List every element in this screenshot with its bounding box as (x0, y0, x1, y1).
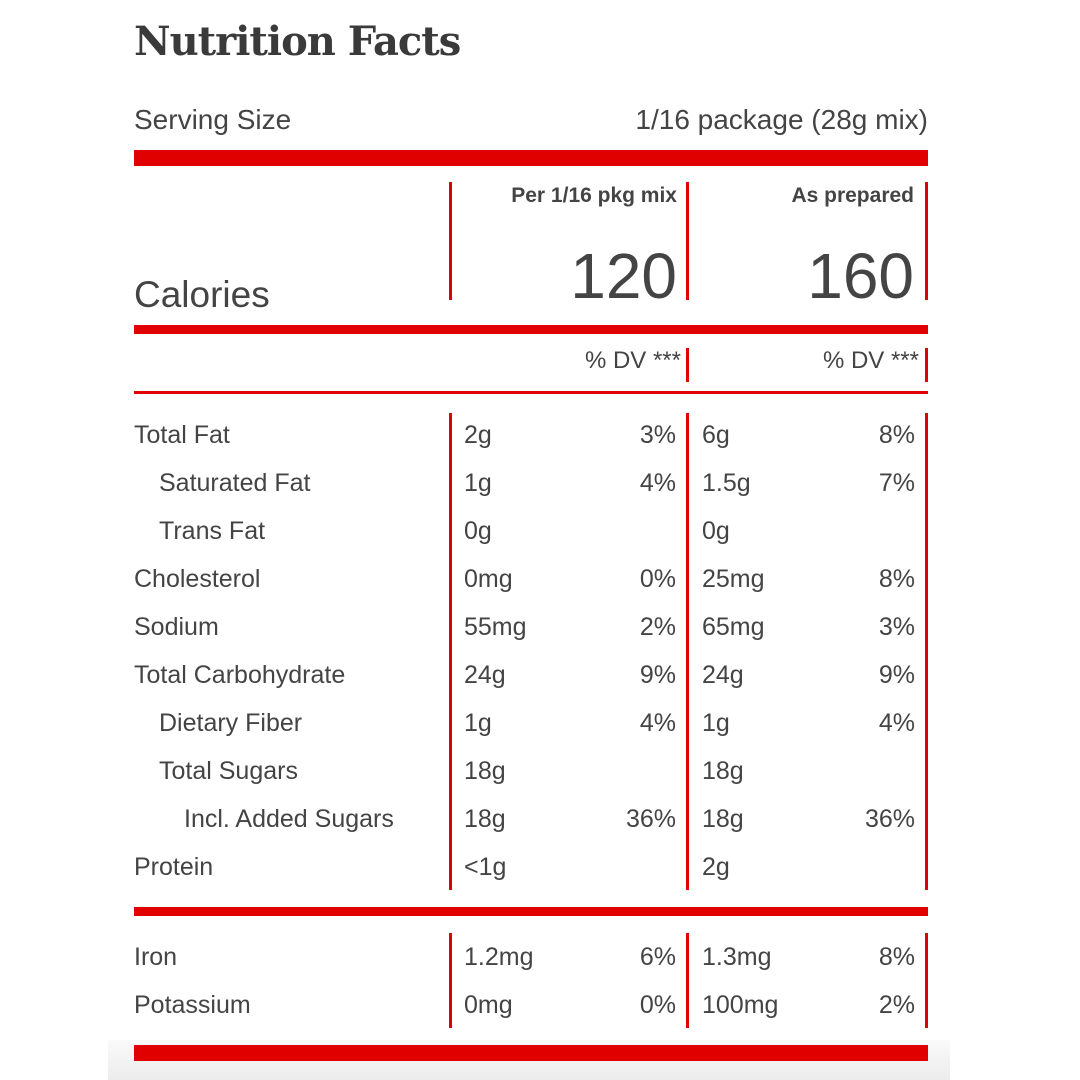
amount-prepared: 24g (702, 661, 744, 689)
amount-prepared: 0g (702, 517, 730, 545)
nutrient-name: Cholesterol (134, 565, 261, 593)
nutrient-row: Protein <1g 2g (134, 843, 928, 891)
dv-mix: 4% (639, 709, 676, 737)
calories-mix: 120 (570, 240, 677, 312)
column-divider (449, 413, 452, 890)
divider-medium (134, 907, 928, 916)
dv-prepared: 36% (864, 805, 915, 833)
column-header-prepared: As prepared (791, 184, 914, 207)
column-divider (925, 348, 928, 382)
amount-prepared: 6g (702, 421, 730, 449)
column-divider (925, 933, 928, 1028)
amount-prepared: 100mg (702, 991, 779, 1019)
dv-mix: 6% (639, 943, 676, 971)
dv-mix: 4% (639, 469, 676, 497)
dv-prepared: 7% (878, 469, 915, 497)
column-divider (686, 413, 689, 890)
serving-size-value: 1/16 package (28g mix) (635, 104, 928, 135)
divider-thick (134, 150, 928, 166)
nutrient-row: Total Fat 2g 3% 6g 8% (134, 411, 928, 459)
nutrient-row: Cholesterol 0mg 0% 25mg 8% (134, 555, 928, 603)
dv-mix: 0% (639, 565, 676, 593)
dv-prepared: 4% (878, 709, 915, 737)
amount-mix: 0mg (464, 991, 513, 1019)
nutrient-row: Dietary Fiber 1g 4% 1g 4% (134, 699, 928, 747)
dv-header-prepared: % DV *** (822, 347, 919, 374)
dv-prepared: 9% (878, 661, 915, 689)
nutrient-row: Total Carbohydrate 24g 9% 24g 9% (134, 651, 928, 699)
amount-mix: 55mg (464, 613, 527, 641)
nutrient-row: Incl. Added Sugars 18g 36% 18g 36% (134, 795, 928, 843)
nutrient-row: Total Sugars 18g 18g (134, 747, 928, 795)
nutrient-name: Saturated Fat (159, 469, 311, 497)
amount-prepared: 18g (702, 805, 744, 833)
dv-header-mix: % DV *** (584, 347, 681, 374)
amount-mix: 24g (464, 661, 506, 689)
nutrient-name: Potassium (134, 991, 251, 1019)
amount-mix: 1.2mg (464, 943, 534, 971)
nutrient-row: Sodium 55mg 2% 65mg 3% (134, 603, 928, 651)
divider-thin (134, 391, 928, 394)
nutrient-name: Incl. Added Sugars (184, 805, 394, 833)
dv-mix: 0% (639, 991, 676, 1019)
calories-prepared: 160 (807, 240, 914, 312)
dv-prepared: 2% (878, 991, 915, 1019)
dv-prepared: 8% (878, 943, 915, 971)
column-divider (925, 182, 928, 300)
nutrient-name: Total Fat (134, 421, 230, 449)
amount-mix: 18g (464, 757, 506, 785)
amount-mix: 18g (464, 805, 506, 833)
column-divider (449, 182, 452, 300)
column-divider (925, 413, 928, 890)
serving-size-label: Serving Size (134, 104, 292, 135)
amount-mix: 0g (464, 517, 492, 545)
column-divider (686, 348, 689, 382)
nutrient-name: Total Sugars (159, 757, 298, 785)
amount-prepared: 1.3mg (702, 943, 772, 971)
nutrient-name: Total Carbohydrate (134, 661, 346, 689)
amount-prepared: 18g (702, 757, 744, 785)
amount-prepared: 65mg (702, 613, 765, 641)
amount-prepared: 1.5g (702, 469, 751, 497)
nutrient-row: Saturated Fat 1g 4% 1.5g 7% (134, 459, 928, 507)
nutrient-name: Dietary Fiber (159, 709, 303, 737)
divider-thick (134, 1045, 928, 1061)
dv-mix: 3% (639, 421, 676, 449)
column-divider (449, 933, 452, 1028)
dv-prepared: 8% (878, 565, 915, 593)
dv-mix: 2% (639, 613, 676, 641)
amount-prepared: 25mg (702, 565, 765, 593)
nutrient-name: Trans Fat (159, 517, 266, 545)
nutrient-row: Potassium 0mg 0% 100mg 2% (134, 981, 928, 1029)
amount-mix: 2g (464, 421, 492, 449)
amount-prepared: 2g (702, 853, 730, 881)
nutrient-row: Iron 1.2mg 6% 1.3mg 8% (134, 933, 928, 981)
dv-prepared: 8% (878, 421, 915, 449)
nutrient-name: Protein (134, 853, 214, 881)
amount-mix: 1g (464, 709, 492, 737)
amount-mix: 0mg (464, 565, 513, 593)
column-divider (686, 182, 689, 300)
column-header-mix: Per 1/16 pkg mix (511, 184, 677, 207)
divider-medium (134, 325, 928, 334)
amount-mix: <1g (464, 853, 507, 881)
column-divider (686, 933, 689, 1028)
page-title: Nutrition Facts (134, 18, 461, 65)
dv-mix: 36% (625, 805, 676, 833)
nutrient-name: Iron (134, 943, 178, 971)
amount-prepared: 1g (702, 709, 730, 737)
dv-prepared: 3% (878, 613, 915, 641)
amount-mix: 1g (464, 469, 492, 497)
calories-label: Calories (134, 274, 270, 315)
nutrient-name: Sodium (134, 613, 219, 641)
dv-mix: 9% (639, 661, 676, 689)
nutrient-row: Trans Fat 0g 0g (134, 507, 928, 555)
